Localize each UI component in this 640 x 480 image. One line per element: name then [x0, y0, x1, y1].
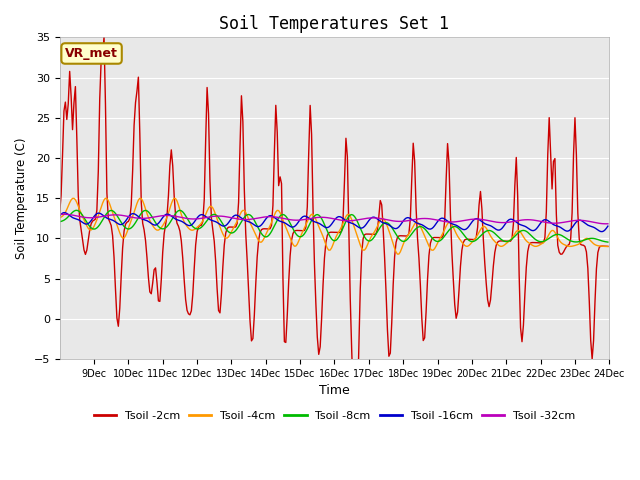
Text: VR_met: VR_met: [65, 47, 118, 60]
Tsoil -16cm: [93, 211, 100, 216]
Tsoil -16cm: [603, 225, 611, 231]
Tsoil -4cm: [56, 215, 63, 220]
Tsoil -2cm: [604, 243, 612, 249]
Tsoil -4cm: [449, 224, 457, 230]
Tsoil -16cm: [76, 217, 84, 223]
Tsoil -4cm: [394, 251, 401, 257]
Tsoil -16cm: [598, 229, 606, 235]
Tsoil -16cm: [604, 223, 612, 229]
Tsoil -8cm: [448, 225, 456, 230]
Tsoil -8cm: [604, 239, 612, 245]
Tsoil -4cm: [74, 203, 82, 209]
Tsoil -32cm: [76, 214, 84, 219]
Tsoil -2cm: [531, 240, 539, 245]
Tsoil -4cm: [604, 244, 612, 250]
Tsoil -8cm: [76, 209, 84, 215]
Tsoil -4cm: [339, 220, 347, 226]
Tsoil -2cm: [100, 34, 108, 40]
Tsoil -16cm: [530, 228, 538, 233]
Legend: Tsoil -2cm, Tsoil -4cm, Tsoil -8cm, Tsoil -16cm, Tsoil -32cm: Tsoil -2cm, Tsoil -4cm, Tsoil -8cm, Tsoi…: [90, 406, 580, 425]
Tsoil -2cm: [352, 434, 360, 440]
Tsoil -8cm: [56, 219, 63, 225]
Tsoil -4cm: [531, 243, 539, 249]
Y-axis label: Soil Temperature (C): Soil Temperature (C): [15, 137, 28, 259]
Line: Tsoil -16cm: Tsoil -16cm: [60, 213, 608, 232]
Title: Soil Temperatures Set 1: Soil Temperatures Set 1: [220, 15, 449, 33]
Tsoil -16cm: [60, 210, 68, 216]
Tsoil -32cm: [448, 219, 456, 225]
Tsoil -2cm: [339, 216, 347, 222]
Tsoil -32cm: [530, 217, 538, 223]
Tsoil -4cm: [92, 220, 99, 226]
Line: Tsoil -8cm: Tsoil -8cm: [60, 210, 608, 242]
Tsoil -2cm: [603, 243, 611, 249]
Tsoil -2cm: [56, 210, 63, 216]
Tsoil -16cm: [448, 221, 456, 227]
Tsoil -2cm: [92, 216, 99, 222]
Line: Tsoil -32cm: Tsoil -32cm: [60, 214, 608, 224]
Tsoil -4cm: [102, 195, 109, 201]
Line: Tsoil -4cm: Tsoil -4cm: [60, 198, 608, 254]
Tsoil -32cm: [339, 217, 347, 223]
Tsoil -16cm: [339, 216, 347, 221]
Tsoil -32cm: [603, 221, 611, 227]
Tsoil -8cm: [93, 225, 100, 231]
Tsoil -8cm: [339, 225, 347, 231]
Tsoil -2cm: [74, 192, 82, 198]
Tsoil -8cm: [530, 235, 538, 240]
Tsoil -8cm: [73, 207, 81, 213]
Line: Tsoil -2cm: Tsoil -2cm: [60, 37, 608, 437]
Tsoil -2cm: [449, 276, 457, 282]
Tsoil -32cm: [601, 221, 609, 227]
Tsoil -32cm: [56, 212, 63, 217]
Tsoil -8cm: [601, 239, 609, 244]
X-axis label: Time: Time: [319, 384, 350, 397]
Tsoil -32cm: [604, 221, 612, 227]
Tsoil -4cm: [603, 243, 611, 249]
Tsoil -32cm: [93, 215, 100, 220]
Tsoil -32cm: [60, 211, 68, 217]
Tsoil -16cm: [56, 213, 63, 219]
